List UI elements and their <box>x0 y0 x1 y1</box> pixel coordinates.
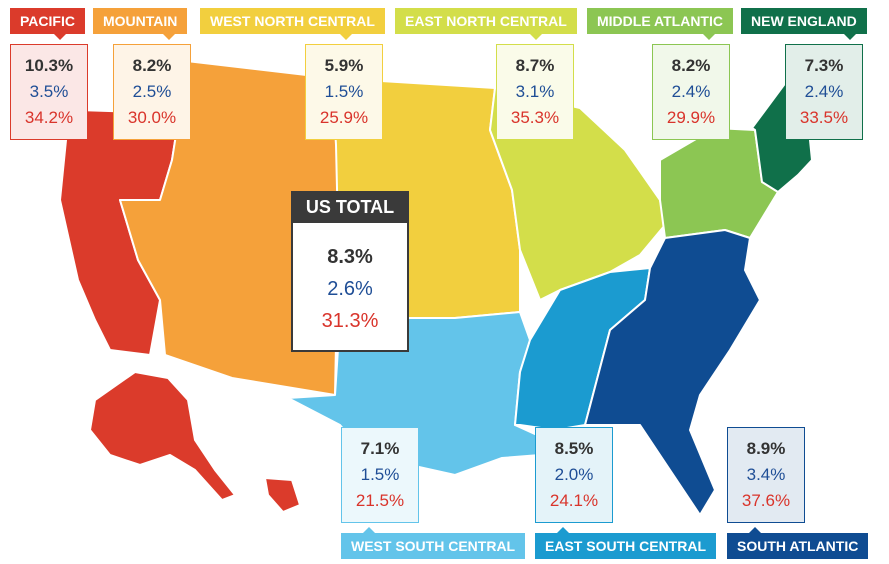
stat-value-1: 8.9% <box>746 439 786 458</box>
stat-value-2: 3.4% <box>746 465 786 484</box>
us-total-value-3: 31.3% <box>321 310 379 332</box>
stat-value-1: 8.2% <box>671 56 711 75</box>
stats-box-mountain: 8.2% 2.5% 30.0% <box>113 44 191 140</box>
stat-value-2: 2.4% <box>671 82 711 101</box>
stat-value-2: 2.0% <box>554 465 594 484</box>
stat-value-3: 30.0% <box>127 108 177 127</box>
label-mountain: MOUNTAIN <box>93 8 188 40</box>
stats-box-west-north-central: 5.9% 1.5% 25.9% <box>305 44 383 140</box>
us-total-label: US TOTAL <box>291 191 409 230</box>
stats-box-new-england: 7.3% 2.4% 33.5% <box>785 44 863 140</box>
stat-value-3: 37.6% <box>741 491 791 510</box>
us-total-stats-box: 8.3% 2.6% 31.3% <box>291 221 409 352</box>
stats-box-pacific: 10.3% 3.5% 34.2% <box>10 44 88 140</box>
stats-box-east-south-central: 8.5% 2.0% 24.1% <box>535 427 613 523</box>
label-south-atlantic: SOUTH ATLANTIC <box>727 527 869 559</box>
region-pacific-hawaii <box>264 477 301 513</box>
label-middle-atlantic: MIDDLE ATLANTIC <box>587 8 733 40</box>
stat-value-3: 33.5% <box>799 108 849 127</box>
stat-value-1: 5.9% <box>324 56 364 75</box>
label-pacific: PACIFIC <box>10 8 85 40</box>
label-west-north-central: WEST NORTH CENTRAL <box>200 8 385 40</box>
region-middle-atlantic <box>659 127 779 239</box>
stat-value-3: 34.2% <box>24 108 74 127</box>
label-west-south-central: WEST SOUTH CENTRAL <box>341 527 526 559</box>
region-east-north-central <box>489 87 666 301</box>
stat-value-2: 3.5% <box>29 82 69 101</box>
label-east-north-central: EAST NORTH CENTRAL <box>395 8 577 40</box>
stat-value-3: 24.1% <box>549 491 599 510</box>
stat-value-1: 8.5% <box>554 439 594 458</box>
region-pacific-alaska <box>89 371 236 501</box>
stat-value-2: 1.5% <box>324 82 364 101</box>
label-new-england: NEW ENGLAND <box>741 8 867 40</box>
stat-value-1: 10.3% <box>24 56 74 75</box>
region-south-atlantic <box>584 229 761 516</box>
stat-value-2: 3.1% <box>515 82 555 101</box>
stats-box-south-atlantic: 8.9% 3.4% 37.6% <box>727 427 805 523</box>
stat-value-2: 2.5% <box>132 82 172 101</box>
label-east-south-central: EAST SOUTH CENTRAL <box>535 527 716 559</box>
stat-value-3: 29.9% <box>666 108 716 127</box>
stat-value-1: 7.3% <box>804 56 844 75</box>
stats-box-east-north-central: 8.7% 3.1% 35.3% <box>496 44 574 140</box>
stat-value-3: 25.9% <box>319 108 369 127</box>
stat-value-1: 8.7% <box>515 56 555 75</box>
stat-value-1: 7.1% <box>360 439 400 458</box>
stats-box-middle-atlantic: 8.2% 2.4% 29.9% <box>652 44 730 140</box>
stat-value-3: 35.3% <box>510 108 560 127</box>
us-total-value-2: 2.6% <box>327 278 373 300</box>
stat-value-2: 1.5% <box>360 465 400 484</box>
us-total-value-1: 8.3% <box>327 246 373 268</box>
stats-box-west-south-central: 7.1% 1.5% 21.5% <box>341 427 419 523</box>
stat-value-2: 2.4% <box>804 82 844 101</box>
stat-value-3: 21.5% <box>355 491 405 510</box>
stat-value-1: 8.2% <box>132 56 172 75</box>
